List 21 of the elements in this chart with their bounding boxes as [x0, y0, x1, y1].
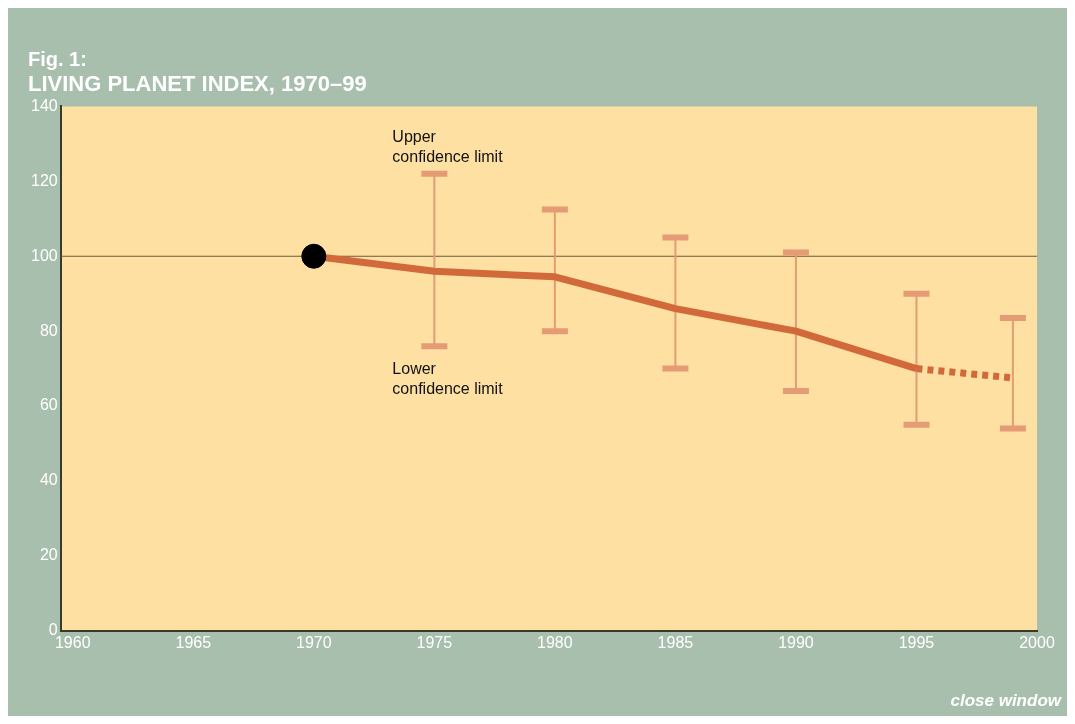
chart-subtitle: LIVING PLANET INDEX, 1970–99 — [28, 71, 367, 97]
y-tick-label: 0 — [48, 621, 58, 639]
x-tick-label: 1965 — [175, 633, 212, 651]
chart-title: Fig. 1: — [28, 47, 87, 70]
y-tick-label: 80 — [39, 321, 58, 339]
y-tick-label: 100 — [30, 246, 58, 264]
y-tick-label: 140 — [30, 96, 58, 114]
y-tick-label: 20 — [39, 546, 58, 564]
x-tick-label: 1980 — [537, 633, 573, 651]
y-tick-label: 120 — [30, 171, 58, 189]
y-tick-label: 60 — [39, 396, 58, 414]
x-tick-label: 1970 — [296, 633, 332, 651]
x-tick-label: 1985 — [657, 633, 694, 651]
y-tick-label: 40 — [39, 471, 58, 489]
x-tick-label: 1975 — [416, 633, 453, 651]
annotation: Lower confidence limit — [392, 360, 504, 398]
x-tick-label: 1990 — [778, 633, 814, 651]
text: close window — [950, 691, 1063, 711]
x-tick-label: 1995 — [898, 633, 935, 651]
annotation: Upper confidence limit — [392, 127, 504, 165]
x-tick-label: 2000 — [1019, 633, 1055, 651]
